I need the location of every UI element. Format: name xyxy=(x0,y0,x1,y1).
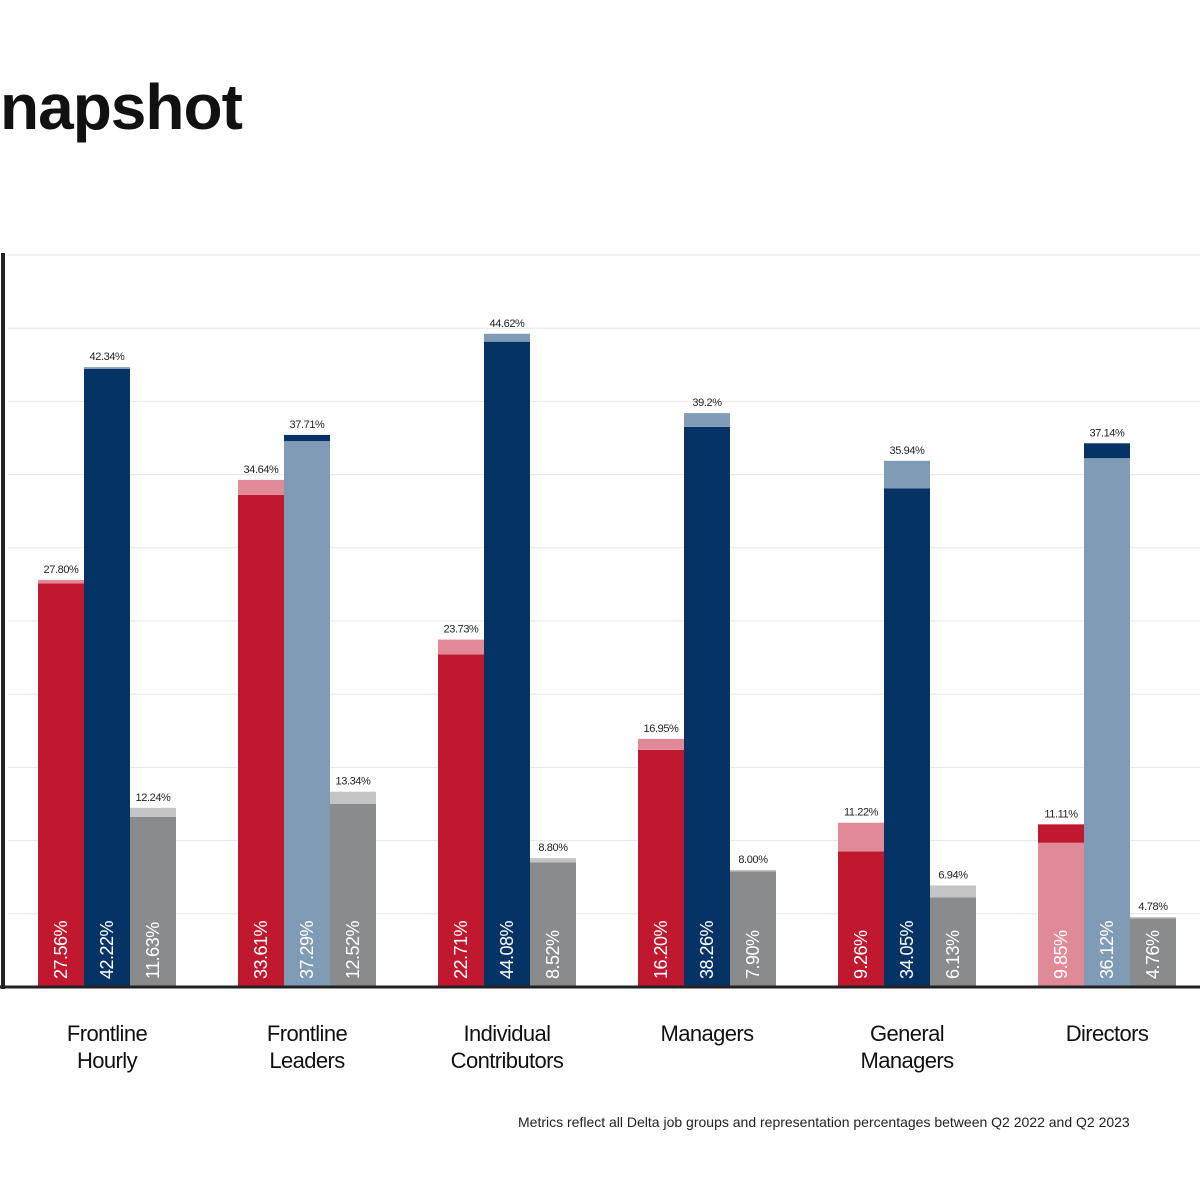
bar-label-inner: 9.85% xyxy=(1051,930,1071,979)
bar-label-inner: 36.12% xyxy=(1097,920,1117,979)
bar-segment-top xyxy=(284,434,330,442)
bar-label-outer: 44.62% xyxy=(490,318,526,330)
bar-segment-base xyxy=(884,488,930,987)
bar-segment-top xyxy=(438,639,484,655)
bar-segment-base xyxy=(130,816,176,987)
bar-label-inner: 11.63% xyxy=(143,922,163,979)
bar-label-inner: 8.52% xyxy=(543,930,563,979)
bar-segment-top xyxy=(1084,443,1130,459)
bar-label-inner: 37.29% xyxy=(297,920,317,979)
category-label: Leaders xyxy=(269,1048,345,1073)
bar-label-inner: 12.52% xyxy=(343,920,363,979)
bar-segment-top xyxy=(484,333,530,342)
category-label: Managers xyxy=(660,1021,754,1046)
bar-label-inner: 34.05% xyxy=(897,920,917,979)
bar-segment-top xyxy=(84,367,130,369)
bar-segment-top xyxy=(330,791,376,804)
page-title: napshot xyxy=(0,71,243,143)
bar-segment-base xyxy=(484,341,530,987)
bar-segment-top xyxy=(684,413,730,427)
bar-segment-base xyxy=(238,494,284,987)
bar-label-outer: 35.94% xyxy=(890,445,926,457)
bar-segment-top xyxy=(730,869,776,872)
bar-segment-top xyxy=(838,822,884,852)
bar-label-outer: 39.2% xyxy=(692,397,722,409)
bar-segment-base xyxy=(730,871,776,987)
bar-segment-base xyxy=(330,803,376,987)
bar-label-outer: 37.14% xyxy=(1090,427,1126,439)
bar-label-inner: 27.56% xyxy=(51,920,71,979)
category-label: General xyxy=(870,1021,944,1046)
bar-segment-top xyxy=(238,479,284,495)
bar-label-outer: 8.80% xyxy=(538,842,568,854)
bar-label-inner: 38.26% xyxy=(697,920,717,979)
bar-label-inner: 44.08% xyxy=(497,920,517,979)
bar-label-outer: 6.94% xyxy=(938,869,968,881)
bar-segment-base xyxy=(84,368,130,988)
category-label: Individual xyxy=(464,1021,551,1046)
bar-label-outer: 4.78% xyxy=(1138,901,1168,913)
bar-segment-base xyxy=(684,426,730,987)
bar-segment-top xyxy=(884,460,930,489)
bar-label-outer: 13.34% xyxy=(336,776,372,788)
bar-segment-top xyxy=(530,858,576,863)
footnote: Metrics reflect all Delta job groups and… xyxy=(518,1114,1130,1130)
bar-segment-top xyxy=(1038,824,1084,843)
bar-segment-top xyxy=(930,885,976,898)
category-label: Frontline xyxy=(267,1021,348,1046)
bar-label-outer: 11.11% xyxy=(1044,808,1078,820)
bar-label-inner: 7.90% xyxy=(743,930,763,979)
category-label: Directors xyxy=(1066,1021,1149,1046)
bar-label-outer: 12.24% xyxy=(136,792,172,804)
bar-label-inner: 16.20% xyxy=(651,920,671,979)
bar-label-inner: 4.76% xyxy=(1143,930,1163,979)
bar-label-outer: 42.34% xyxy=(90,351,126,363)
bar-segment-top xyxy=(130,807,176,817)
bar-segment-top xyxy=(1130,917,1176,919)
bar-label-inner: 22.71% xyxy=(451,920,471,979)
bar-label-outer: 37.71% xyxy=(290,419,326,431)
bar-label-outer: 8.00% xyxy=(738,854,768,866)
bar-label-inner: 6.13% xyxy=(943,930,963,979)
bar-segment-base xyxy=(838,851,884,987)
bar-segment-base xyxy=(1038,842,1084,987)
bar-label-inner: 9.26% xyxy=(851,930,871,979)
bar-label-outer: 23.73% xyxy=(444,624,480,636)
bar-label-outer: 27.80% xyxy=(44,564,80,576)
category-label: Contributors xyxy=(451,1048,564,1073)
bar-label-inner: 33.61% xyxy=(251,920,271,979)
bar-segment-base xyxy=(284,441,330,987)
bar-label-outer: 34.64% xyxy=(244,464,280,476)
bar-segment-base xyxy=(638,749,684,987)
bar-segment-top xyxy=(638,738,684,750)
bar-label-outer: 11.22% xyxy=(844,807,879,819)
bar-segment-base xyxy=(1130,917,1176,987)
bar-label-inner: 42.22% xyxy=(97,920,117,979)
bar-segment-top xyxy=(38,580,84,584)
bar-segment-base xyxy=(930,897,976,987)
category-label: Managers xyxy=(860,1048,954,1073)
bar-segment-base xyxy=(38,583,84,987)
bar-segment-base xyxy=(1084,458,1130,987)
category-label: Frontline xyxy=(67,1021,148,1046)
bar-segment-base xyxy=(438,654,484,987)
bar-label-outer: 16.95% xyxy=(644,723,680,735)
bar-segment-base xyxy=(530,862,576,987)
category-label: Hourly xyxy=(77,1048,138,1073)
